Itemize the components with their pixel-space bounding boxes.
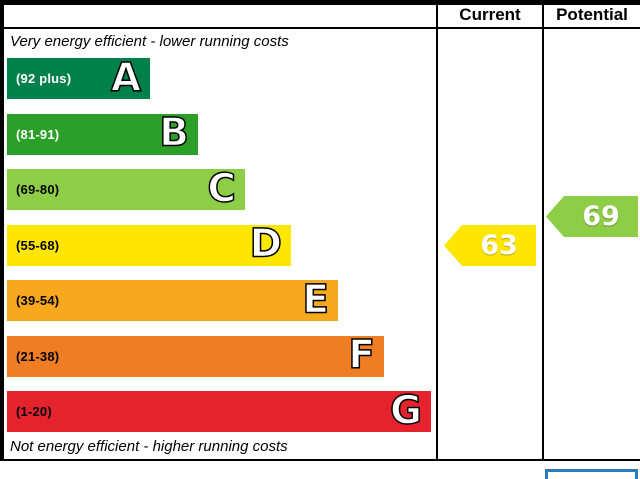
potential-rating-value: 69: [582, 201, 620, 232]
band-range-label: (55-68): [16, 237, 60, 253]
band-letter: G: [389, 388, 423, 434]
band-row-D: (55-68) D: [7, 221, 435, 281]
band-bar-A: (92 plus) A: [7, 55, 150, 101]
band-range-label: (21-38): [16, 348, 60, 364]
potential-column-header: Potential: [556, 5, 628, 24]
band-row-A: (92 plus) A: [7, 55, 435, 114]
band-row-B: (81-91) B: [7, 110, 435, 170]
band-bar-D: (55-68) D: [7, 221, 291, 267]
eu-directive-box: [545, 469, 638, 479]
band-range-label: (92 plus): [16, 71, 72, 86]
current-rating-value: 63: [480, 230, 518, 261]
band-bar-B: (81-91) B: [7, 110, 198, 156]
band-bar-E: (39-54) E: [7, 277, 338, 323]
band-letter: A: [110, 55, 142, 101]
top-caption: Very energy efficient - lower running co…: [10, 33, 289, 50]
band-row-E: (39-54) E: [7, 277, 435, 336]
rating-bands: (92 plus) A (81-91) B (69-80) C (55-68) D (39-54…: [7, 55, 435, 447]
current-column-header: Current: [459, 5, 521, 24]
band-bar-C: (69-80) C: [7, 166, 245, 212]
header-separator-line: [0, 27, 640, 29]
band-row-G: (1-20) G: [7, 388, 435, 447]
band-range-label: (69-80): [16, 182, 60, 197]
potential-column-divider: [542, 0, 544, 461]
current-column-divider: [436, 0, 438, 461]
band-letter: E: [302, 277, 330, 323]
band-bar-F: (21-38) F: [7, 332, 384, 378]
band-range-label: (81-91): [16, 126, 60, 142]
band-letter: B: [159, 110, 190, 156]
left-border-line: [0, 0, 4, 461]
band-range-label: (1-20): [16, 404, 52, 419]
band-range-label: (39-54): [16, 293, 60, 308]
band-letter: D: [249, 221, 283, 267]
current-rating-arrow: 63: [444, 225, 536, 266]
band-letter: F: [348, 332, 376, 378]
bottom-separator-line: [0, 459, 640, 461]
band-row-F: (21-38) F: [7, 332, 435, 392]
potential-rating-arrow: 69: [546, 196, 638, 237]
top-border-line: [0, 0, 640, 5]
band-letter: C: [207, 166, 237, 212]
band-bar-G: (1-20) G: [7, 388, 431, 434]
band-row-C: (69-80) C: [7, 166, 435, 225]
bottom-caption: Not energy efficient - higher running co…: [10, 438, 288, 455]
